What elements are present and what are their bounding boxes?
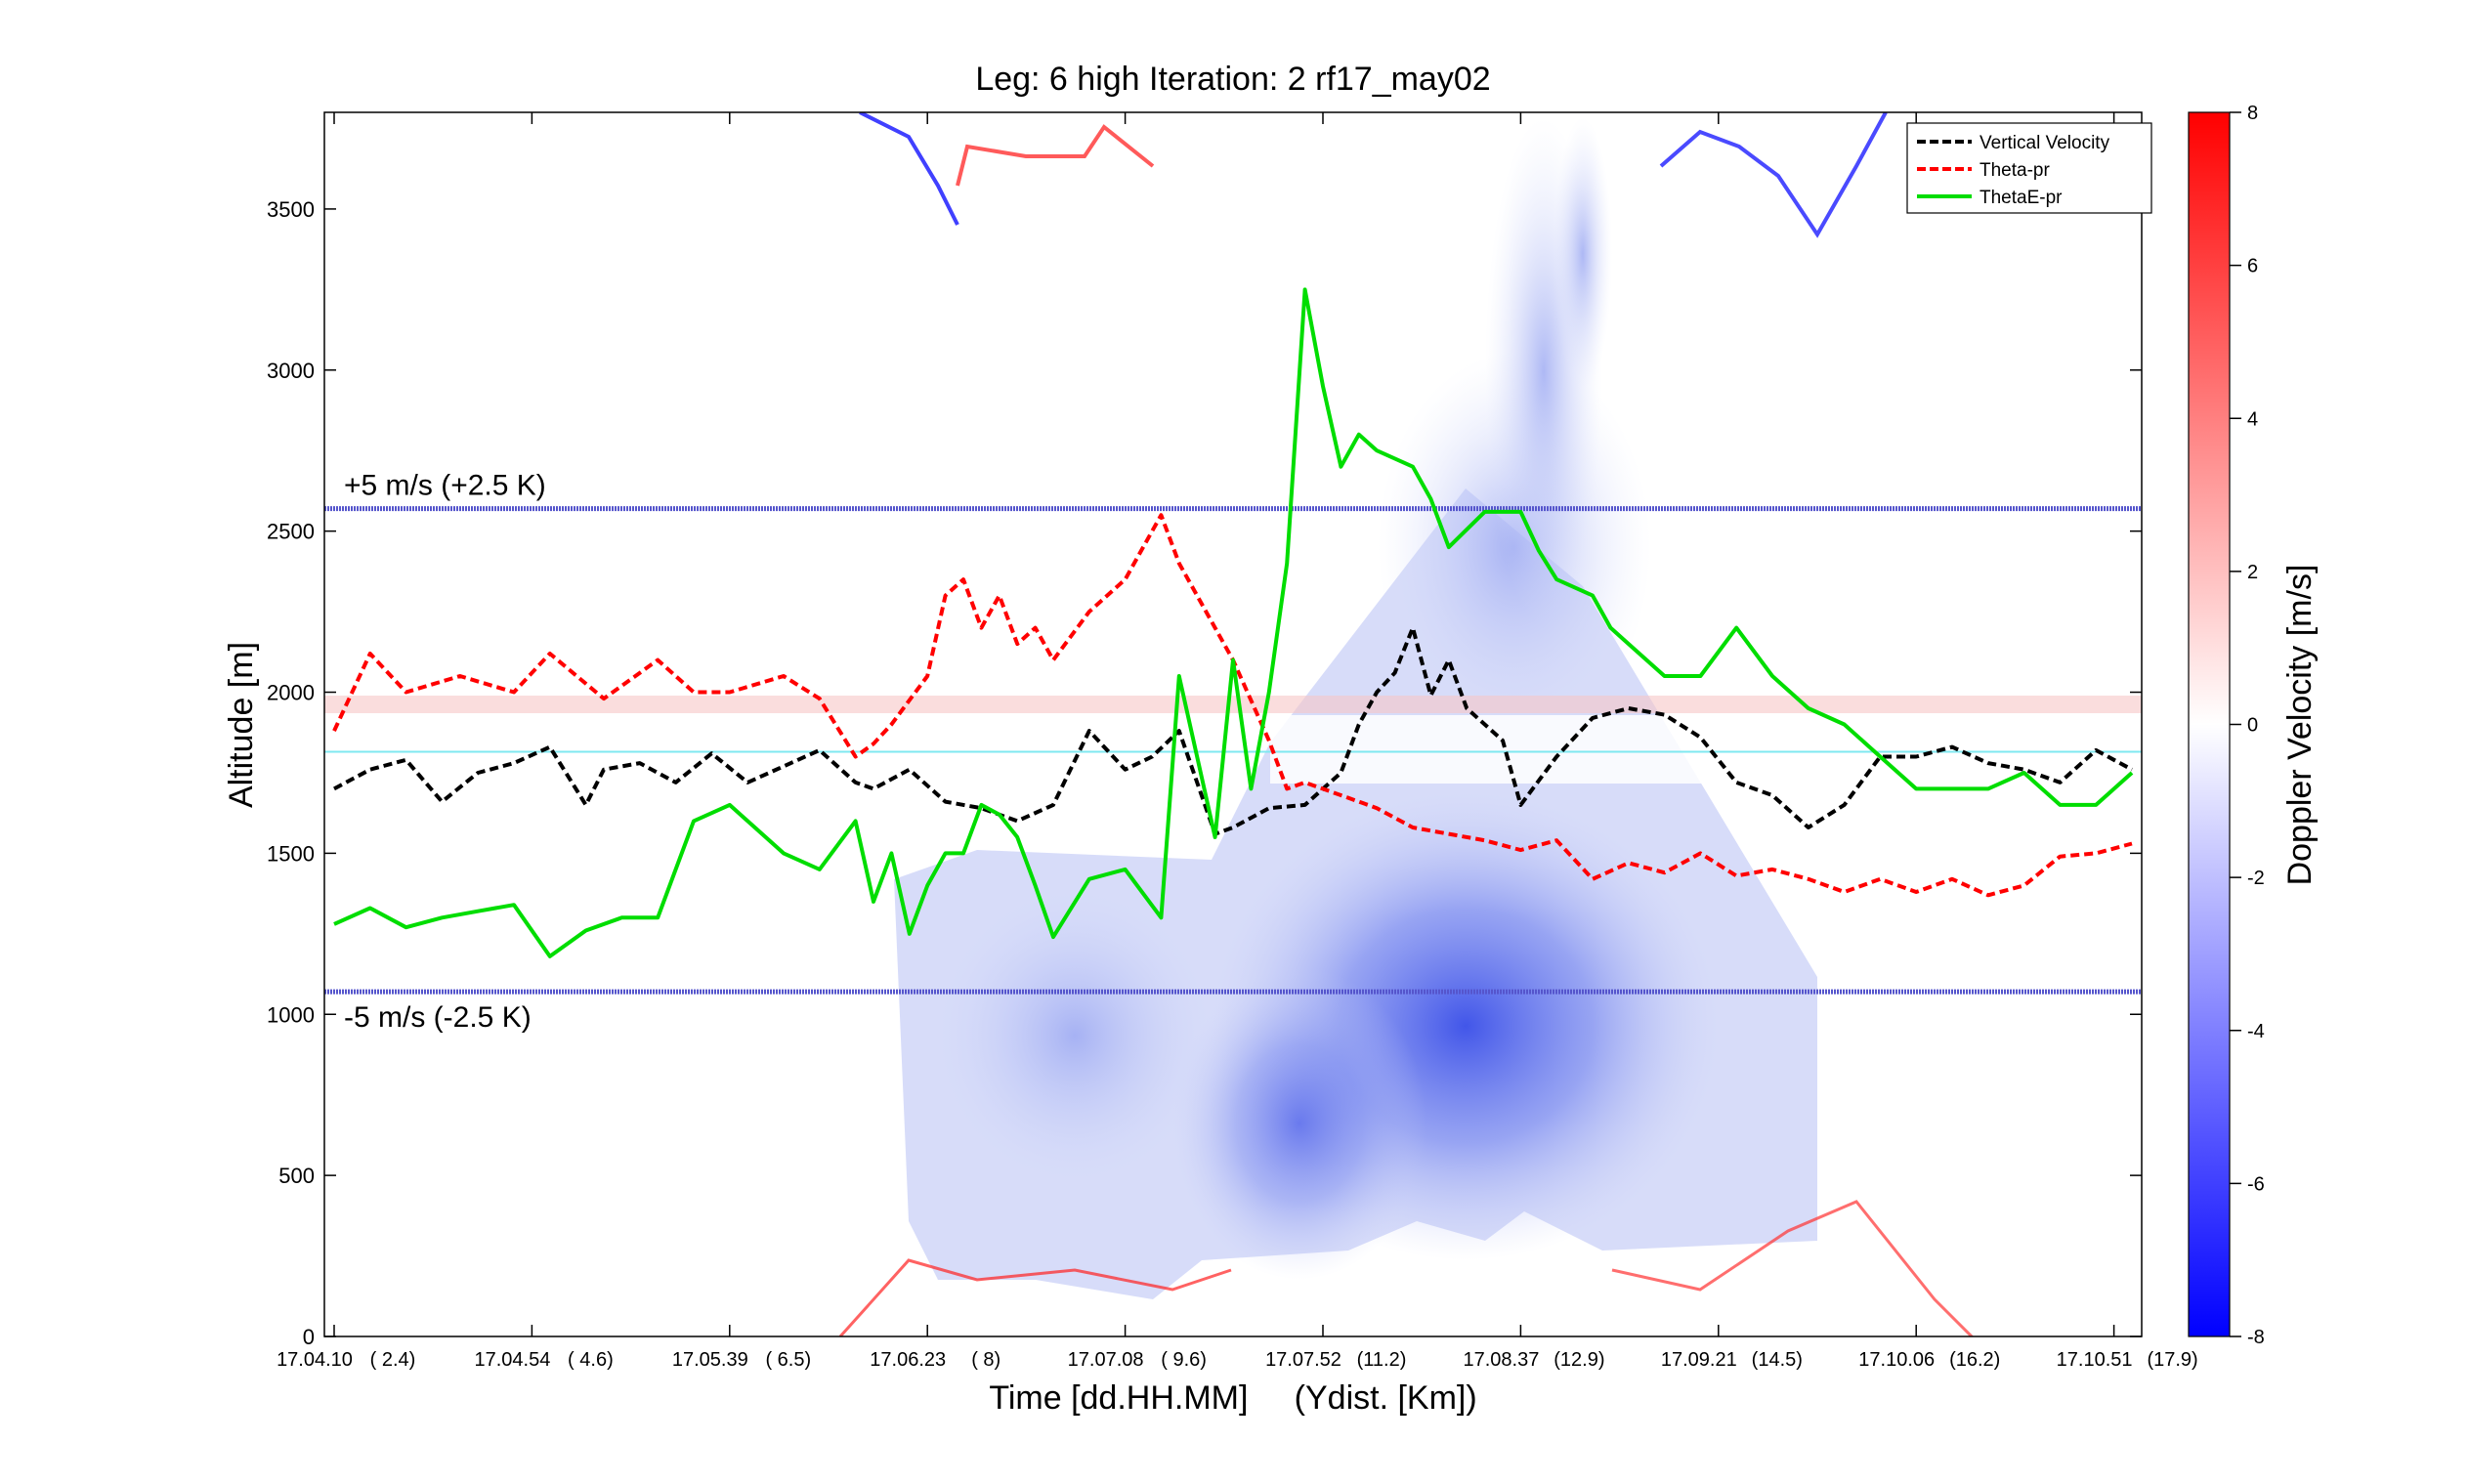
- y-axis-label: Altitude [m]: [223, 642, 260, 808]
- doppler-field: [324, 112, 2142, 1336]
- x-tick-dist-label: (17.9): [2147, 1349, 2197, 1371]
- chart-title: Leg: 6 high Iteration: 2 rf17_may02: [975, 61, 1490, 98]
- reference-lines: [324, 506, 2142, 995]
- series-line-vertical-velocity: [333, 625, 2133, 836]
- x-tick-dist-label: ( 6.5): [765, 1349, 811, 1371]
- x-axis: 17.04.10 ( 2.4) 17.04.54 ( 4.6) 17.05.39 ( 6.…: [277, 112, 2198, 1371]
- colorbar-tick-label: -4: [2247, 1021, 2265, 1042]
- x-tick-time-label: 17.08.37: [1463, 1349, 1539, 1371]
- x-tick-dist-label: ( 9.6): [1161, 1349, 1207, 1371]
- colorbar-tick-label: -6: [2247, 1173, 2265, 1195]
- y-tick-label: 3500: [267, 197, 315, 222]
- x-tick-dist-label: (12.9): [1554, 1349, 1604, 1371]
- series-line-thetae-pr: [333, 287, 2134, 958]
- x-tick-dist-label: (11.2): [1357, 1349, 1407, 1371]
- colorbar-tick-label: -8: [2247, 1327, 2265, 1348]
- x-tick-time-label: 17.10.06: [1858, 1349, 1935, 1371]
- annotations: +5 m/s (+2.5 K) -5 m/s (-2.5 K): [344, 470, 546, 1035]
- colorbar: [2188, 111, 2231, 1337]
- x-tick-dist-label: (14.5): [1752, 1349, 1803, 1371]
- legend-label: ThetaE-pr: [1979, 188, 2063, 208]
- x-tick-dist-label: (16.2): [1949, 1349, 2000, 1371]
- y-tick-label: 500: [278, 1164, 315, 1188]
- colorbar-tick-label: 2: [2247, 562, 2258, 583]
- y-tick-label: 1000: [267, 1002, 315, 1027]
- colorbar-tick-label: 8: [2247, 103, 2258, 124]
- y-tick-label: 3000: [267, 359, 315, 383]
- plot-frame: [323, 111, 2143, 1337]
- x-tick-time-label: 17.10.51: [2057, 1349, 2133, 1371]
- x-tick-time-label: 17.09.21: [1661, 1349, 1737, 1371]
- x-tick-dist-label: ( 2.4): [370, 1349, 416, 1371]
- series-line-theta-pr: [332, 513, 2133, 898]
- x-tick-time-label: 17.07.52: [1265, 1349, 1341, 1371]
- y-tick-label: 2000: [267, 681, 315, 705]
- x-tick-time-label: 17.05.39: [672, 1349, 748, 1371]
- colorbar-tick-label: 6: [2247, 256, 2258, 277]
- x-tick-dist-label: ( 8): [971, 1349, 1000, 1371]
- legend: Vertical Velocity Theta-pr ThetaE-pr: [1906, 122, 2152, 214]
- x-tick-dist-label: ( 4.6): [568, 1349, 614, 1371]
- colorbar-tick-label: 4: [2247, 408, 2258, 430]
- threshold-label: +5 m/s (+2.5 K): [344, 470, 546, 502]
- y-tick-label: 2500: [267, 520, 315, 544]
- x-axis-label: Time [dd.HH.MM] (Ydist. [Km]): [989, 1379, 1476, 1417]
- legend-label: Theta-pr: [1979, 160, 2050, 181]
- x-tick-time-label: 17.06.23: [870, 1349, 946, 1371]
- series-layer: [332, 287, 2134, 958]
- colorbar-ticks: -8 -6 -4 -2 0 2 4 6 8: [2230, 103, 2265, 1348]
- y-tick-label: 1500: [267, 841, 315, 866]
- colorbar-label: Doppler Velocity [m/s]: [2281, 565, 2319, 886]
- y-axis: 0 500 1000 1500 2000 2500 3000 3500: [267, 197, 2142, 1349]
- x-tick-time-label: 17.04.54: [474, 1349, 550, 1371]
- x-tick-time-label: 17.04.10: [277, 1349, 353, 1371]
- x-tick-time-label: 17.07.08: [1068, 1349, 1144, 1371]
- colorbar-tick-label: -2: [2247, 868, 2265, 889]
- y-tick-label: 0: [303, 1325, 315, 1349]
- legend-label: Vertical Velocity: [1979, 133, 2110, 153]
- colorbar-tick-label: 0: [2247, 715, 2258, 737]
- threshold-label: -5 m/s (-2.5 K): [344, 1001, 532, 1034]
